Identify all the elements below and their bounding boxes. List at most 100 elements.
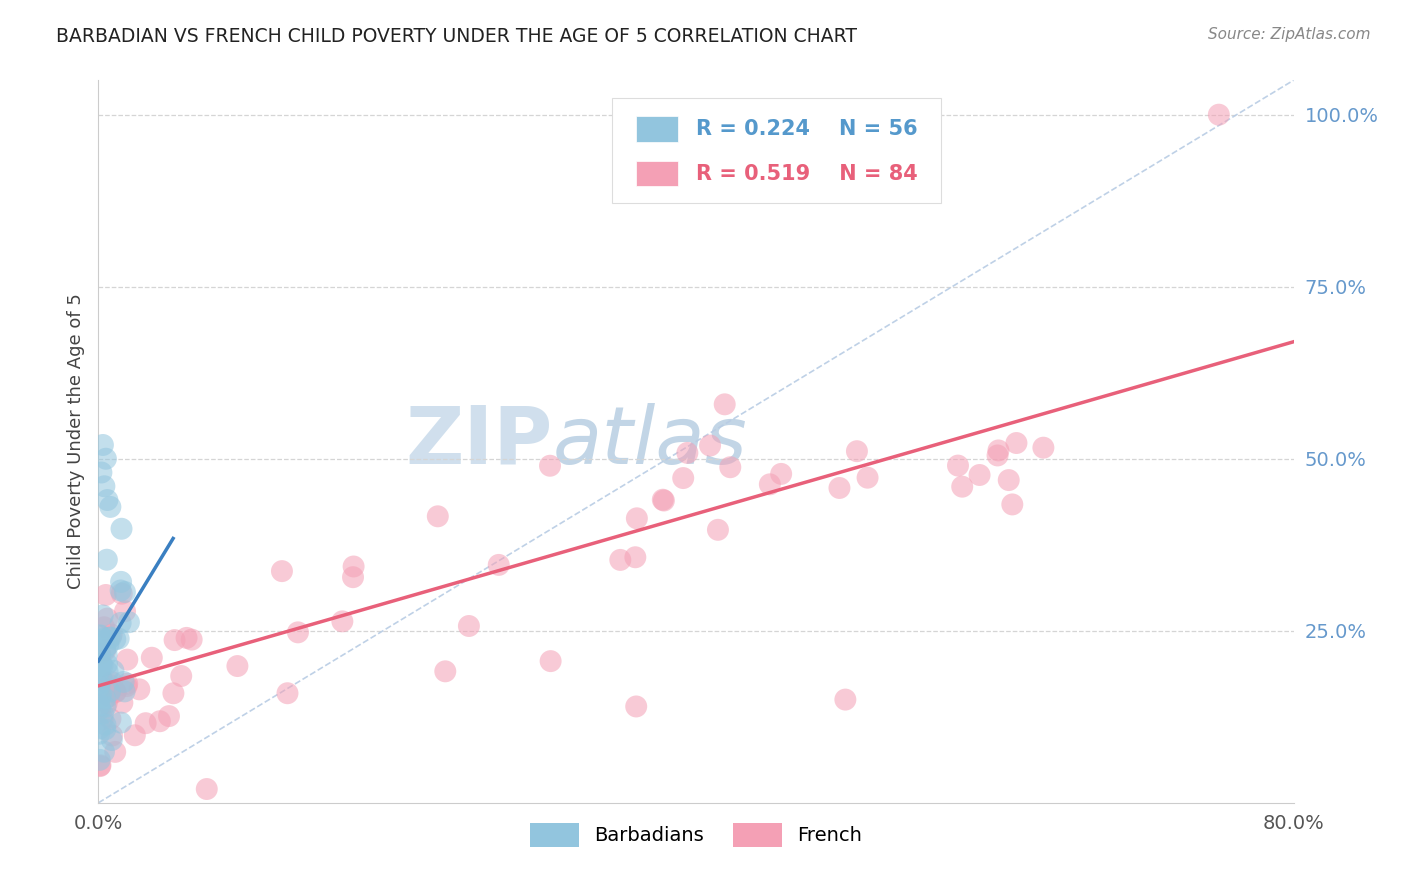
Text: ZIP: ZIP [405,402,553,481]
Point [195,782,218,797]
Point [89,676,111,690]
Point [110,715,132,730]
Point [434,665,457,679]
Point [124,728,146,742]
Point [676,446,699,460]
Point [845,444,868,458]
Point [98,690,121,704]
Point [770,467,793,481]
Point [96,553,118,567]
Point [111,587,134,601]
Point [104,684,127,698]
Point [834,692,856,706]
Point [94,691,117,706]
Point [652,493,675,508]
Point [856,471,879,485]
Point [969,468,991,483]
Point [91,438,114,452]
Point [96,493,118,508]
Legend: Barbadians, French: Barbadians, French [522,815,870,855]
Point [89,701,111,715]
Text: R = 0.224    N = 56: R = 0.224 N = 56 [696,119,918,139]
Point [342,570,364,584]
Point [180,632,202,647]
Point [90,629,112,643]
Point [91,658,114,673]
Point [89,758,111,772]
Point [1005,436,1028,450]
Point [651,492,673,507]
Point [89,647,111,661]
Point [89,727,111,741]
Point [104,685,127,699]
Point [96,612,118,626]
Point [98,631,121,645]
Point [110,583,132,598]
FancyBboxPatch shape [637,161,678,186]
Point [90,633,112,648]
Point [100,628,122,642]
Point [114,684,136,698]
Text: Source: ZipAtlas.com: Source: ZipAtlas.com [1208,27,1371,42]
Point [1208,108,1230,122]
Point [157,709,180,723]
Point [1032,441,1054,455]
Point [100,712,122,726]
Point [90,657,112,671]
Point [458,619,481,633]
Point [91,608,114,623]
Point [672,471,695,485]
Point [426,509,449,524]
Point [89,639,111,653]
Point [89,722,111,736]
Point [330,615,353,629]
Point [103,664,125,678]
Text: R = 0.519    N = 84: R = 0.519 N = 84 [696,164,918,184]
Point [90,688,112,702]
Point [110,615,132,630]
Text: atlas: atlas [553,402,748,481]
Point [111,696,134,710]
Point [89,759,111,773]
Point [100,631,122,645]
Point [149,714,172,729]
Point [718,460,741,475]
Point [271,564,294,578]
Point [100,733,122,747]
Point [104,632,127,647]
Point [89,690,111,705]
Point [538,458,561,473]
Y-axis label: Child Poverty Under the Age of 5: Child Poverty Under the Age of 5 [66,293,84,590]
Point [135,716,157,731]
Point [287,625,309,640]
Point [89,680,111,694]
Point [90,673,112,687]
Point [226,659,249,673]
Point [89,753,111,767]
Point [114,604,136,618]
Point [950,480,973,494]
Point [115,679,138,693]
Point [170,669,193,683]
Point [89,628,111,642]
Point [90,466,112,480]
Point [89,658,111,673]
Point [98,678,121,692]
Point [946,458,969,473]
Point [540,654,562,668]
Point [101,729,124,743]
Point [759,477,782,491]
Point [104,745,127,759]
Point [93,632,115,646]
Point [94,641,117,656]
Point [91,712,114,726]
Point [91,673,114,688]
Point [141,650,163,665]
Point [89,647,111,661]
Point [91,706,114,721]
Point [110,574,132,589]
Point [987,443,1010,458]
Point [713,397,735,411]
Point [1001,498,1024,512]
FancyBboxPatch shape [613,98,941,203]
